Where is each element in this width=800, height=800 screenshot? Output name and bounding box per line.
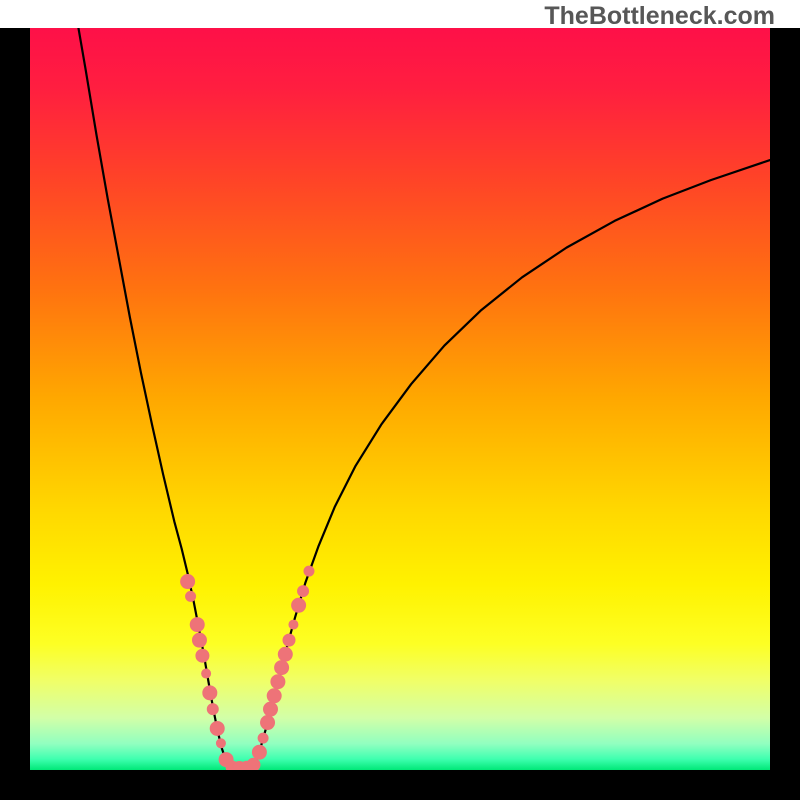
data-marker	[283, 634, 295, 646]
data-marker	[292, 598, 306, 612]
data-marker	[203, 686, 217, 700]
data-marker	[196, 649, 209, 662]
data-marker	[267, 689, 281, 703]
chart-frame: TheBottleneck.com	[0, 0, 800, 800]
data-marker	[207, 704, 218, 715]
data-marker	[247, 758, 260, 771]
data-marker	[216, 739, 225, 748]
data-marker	[190, 618, 204, 632]
data-marker	[275, 661, 289, 675]
data-marker	[264, 702, 278, 716]
data-marker	[181, 575, 195, 589]
watermark-text: TheBottleneck.com	[544, 2, 775, 31]
data-marker	[304, 566, 314, 576]
data-marker	[289, 620, 298, 629]
data-marker	[210, 721, 224, 735]
bottleneck-chart	[0, 0, 800, 800]
data-marker	[271, 675, 285, 689]
data-marker	[186, 591, 196, 601]
data-marker	[252, 745, 266, 759]
data-marker	[261, 716, 275, 730]
data-marker	[258, 733, 268, 743]
data-marker	[298, 586, 309, 597]
data-marker	[202, 669, 211, 678]
data-marker	[278, 647, 292, 661]
data-marker	[192, 633, 206, 647]
